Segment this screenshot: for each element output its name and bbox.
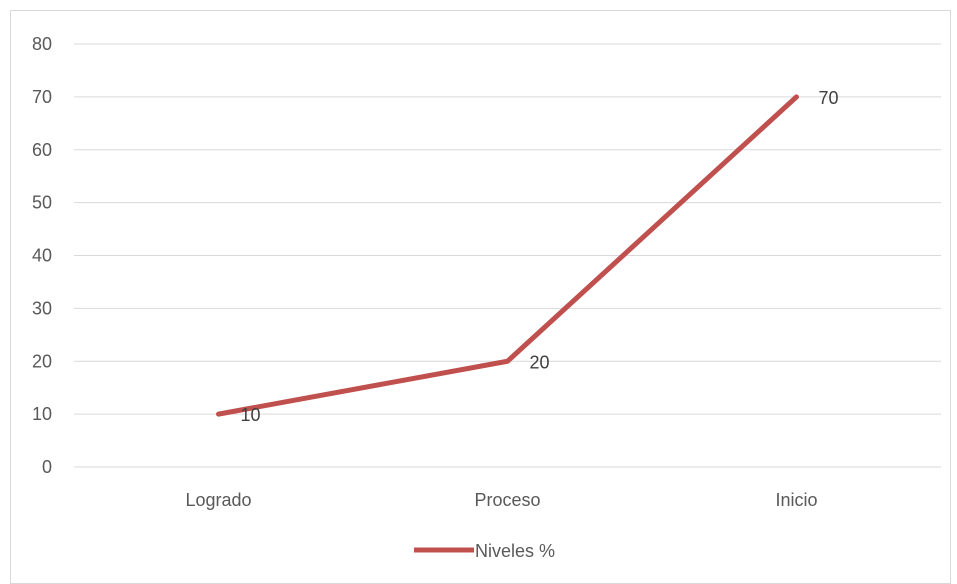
x-tick-label: Proceso [474, 490, 540, 510]
series-lines [216, 94, 799, 417]
x-tick-label: Logrado [185, 490, 251, 510]
legend: Niveles % [414, 541, 555, 561]
chart-frame [10, 10, 951, 584]
legend-label: Niveles % [475, 541, 555, 561]
y-axis-ticks: 0 10 20 30 40 50 60 70 80 [32, 34, 52, 477]
y-tick-label: 50 [32, 193, 52, 213]
series-line [216, 94, 799, 417]
data-labels: 10 20 70 [241, 88, 839, 425]
y-tick-label: 70 [32, 87, 52, 107]
y-tick-label: 60 [32, 140, 52, 160]
y-tick-label: 30 [32, 298, 52, 318]
gridlines [74, 43, 941, 468]
data-label: 10 [241, 405, 261, 425]
y-tick-label: 40 [32, 246, 52, 266]
x-axis-ticks: Logrado Proceso Inicio [185, 490, 817, 510]
x-tick-label: Inicio [775, 490, 817, 510]
y-tick-label: 0 [42, 457, 52, 477]
y-tick-label: 20 [32, 351, 52, 371]
y-tick-label: 80 [32, 34, 52, 54]
data-label: 70 [819, 88, 839, 108]
data-label: 20 [530, 352, 550, 372]
y-tick-label: 10 [32, 404, 52, 424]
